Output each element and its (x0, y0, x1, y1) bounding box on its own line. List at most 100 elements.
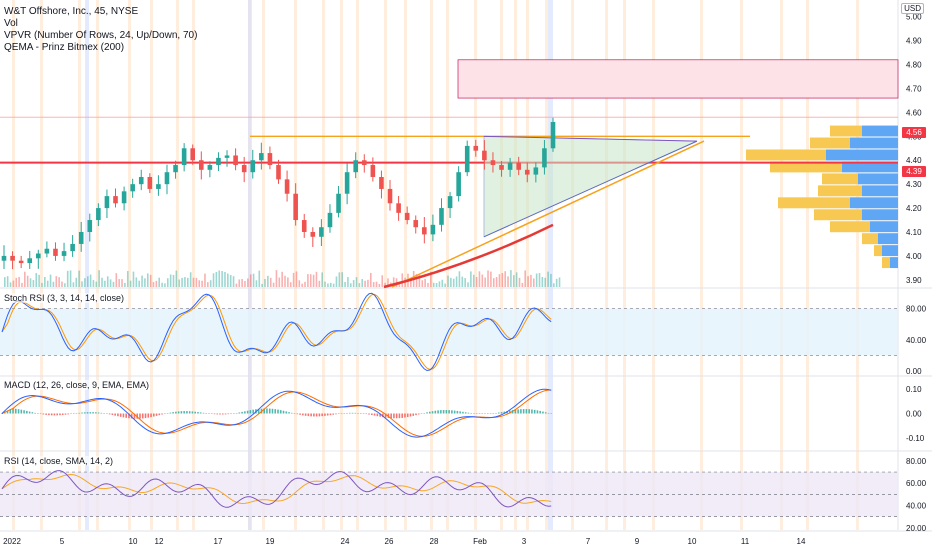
volume-bar (484, 277, 486, 287)
currency-badge[interactable]: USD (901, 3, 924, 14)
volume-profile-down (818, 185, 862, 197)
candle-body (156, 184, 161, 189)
volume-bar (287, 277, 289, 287)
volume-bar (553, 283, 555, 287)
volume-bar (235, 283, 238, 287)
candle-body (464, 145, 470, 173)
macd-histogram-bar (147, 413, 150, 418)
rsi-tick-label: 40.00 (906, 501, 927, 510)
macd-histogram-bar (288, 412, 290, 414)
candle-body (507, 162, 513, 170)
macd-signal-line (1, 389, 552, 437)
volume-bar (475, 277, 478, 287)
volume-profile-down (874, 245, 882, 257)
macd-histogram-bar (133, 413, 136, 419)
macd-histogram-bar (285, 411, 288, 414)
macd-histogram-bar (64, 413, 67, 415)
volume-bar (269, 277, 272, 287)
price-tick-label: 4.10 (906, 228, 922, 237)
macd-histogram-bar (467, 412, 470, 414)
candle-body (259, 153, 264, 161)
volume-profile-down (862, 233, 878, 245)
symbol-title[interactable]: W&T Offshore, Inc., 45, NYSE (4, 6, 139, 17)
macd-histogram-bar (379, 413, 381, 417)
macd-histogram-bar (191, 411, 194, 414)
macd-legend[interactable]: MACD (12, 26, close, 9, EMA, EMA) (4, 380, 150, 390)
volume-bar (169, 274, 172, 287)
rsi-tick-label: 20.00 (906, 524, 927, 533)
macd-histogram-bar (406, 413, 409, 418)
macd-histogram-bar (50, 413, 53, 416)
volume-bar (495, 277, 498, 287)
volume-bar (384, 282, 386, 287)
macd-histogram-bar (329, 413, 332, 416)
volume-bar (521, 282, 524, 287)
candle-body (70, 243, 75, 252)
volume-bar (498, 274, 501, 287)
vpvr-legend[interactable]: VPVR (Number Of Rows, 24, Up/Down, 70) (4, 30, 198, 41)
volume-bar (344, 281, 346, 287)
volume-bar (421, 280, 424, 287)
price-tick-label: 4.00 (906, 252, 922, 261)
candle-body (173, 165, 178, 173)
macd-histogram-bar (486, 413, 489, 414)
macd-histogram-bar (216, 413, 219, 415)
candle-body (53, 248, 58, 256)
time-tick-label: 14 (797, 537, 806, 546)
macd-histogram-bar (473, 413, 475, 414)
macd-histogram-bar (401, 413, 403, 418)
qema-line (383, 223, 554, 289)
rsi-legend[interactable]: RSI (14, close, SMA, 14, 2) (4, 456, 114, 466)
macd-histogram-bar (481, 413, 484, 414)
macd-histogram-bar (304, 413, 307, 416)
macd-histogram-bar (222, 413, 224, 415)
volume-bar (470, 271, 472, 287)
candle-body (550, 121, 556, 149)
macd-histogram-bar (106, 413, 108, 414)
stoch-rsi-legend[interactable]: Stoch RSI (3, 3, 14, 14, close) (4, 293, 125, 303)
candle-body (224, 155, 230, 158)
macd-tick-label: 0.00 (906, 410, 922, 419)
macd-histogram-bar (520, 409, 522, 414)
volume-bar (101, 277, 103, 287)
volume-bar (355, 277, 358, 287)
macd-histogram-bar (393, 413, 395, 419)
macd-histogram-bar (210, 413, 213, 414)
volume-profile-up (870, 221, 898, 233)
macd-histogram-bar (404, 413, 406, 418)
macd-histogram-bar (139, 413, 141, 419)
volume-bar (92, 280, 95, 287)
macd-histogram-bar (326, 413, 329, 416)
volume-bar (527, 276, 529, 287)
volume-legend[interactable]: Vol (4, 18, 18, 29)
macd-histogram-bar (117, 413, 119, 417)
session-stripe (294, 0, 297, 530)
macd-histogram-bar (448, 410, 450, 414)
volume-bar (221, 271, 223, 287)
macd-histogram-bar (230, 413, 232, 414)
volume-bar (98, 270, 100, 287)
macd-histogram-bar (144, 413, 147, 419)
volume-bar (524, 270, 527, 287)
macd-histogram-bar (453, 410, 456, 414)
macd-histogram-bar (97, 412, 100, 414)
volume-bar (258, 270, 261, 287)
macd-tick-label: 0.10 (906, 385, 922, 394)
volume-bar (149, 274, 152, 287)
volume-bar (464, 278, 466, 287)
volume-bar (301, 283, 303, 287)
session-stripe (446, 0, 449, 530)
volume-bar (166, 278, 169, 287)
volume-bar (338, 272, 341, 287)
volume-bar (29, 278, 32, 287)
volume-bar (118, 279, 120, 287)
macd-histogram-bar (346, 412, 348, 414)
macd-histogram-bar (417, 413, 420, 415)
qema-legend[interactable]: QEMA - Prinz Bitmex (200) (4, 42, 125, 53)
stoch-band (0, 308, 898, 356)
macd-histogram-bar (437, 410, 439, 414)
macd-histogram-bar (348, 412, 351, 414)
candle-body (198, 160, 204, 170)
candle-body (104, 196, 110, 209)
